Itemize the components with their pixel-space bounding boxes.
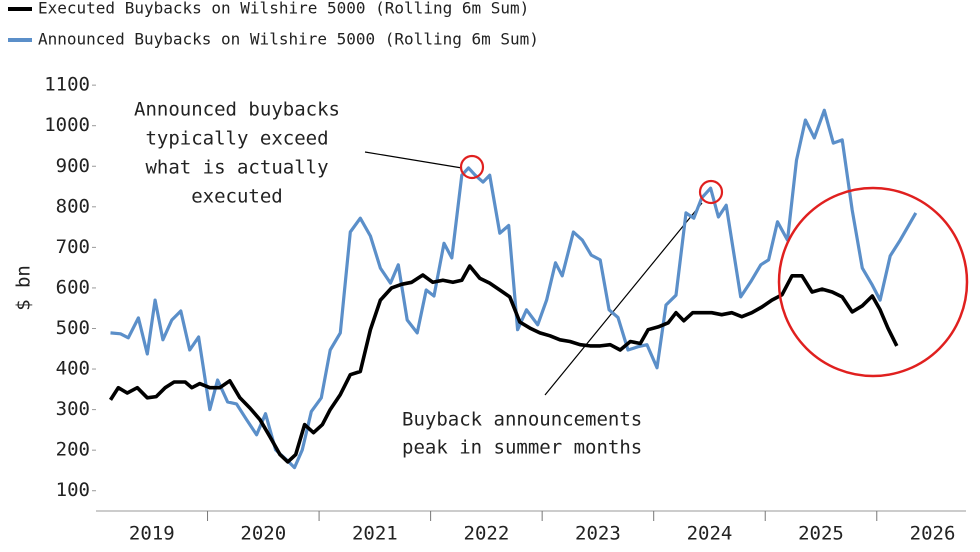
highlight-circle xyxy=(698,179,724,205)
highlight-circle xyxy=(459,154,485,180)
y-tick-label: 700 xyxy=(56,236,90,258)
y-tick-label: 200 xyxy=(56,439,90,461)
annotation: Announced buybacks xyxy=(134,99,340,121)
y-tick-label: 900 xyxy=(56,155,90,177)
x-tick-label: 2025 xyxy=(798,523,844,545)
y-tick-label: 300 xyxy=(56,398,90,420)
y-tick-label: 1000 xyxy=(44,114,90,136)
y-tick-label: 600 xyxy=(56,276,90,298)
x-tick-label: 2021 xyxy=(352,523,398,545)
y-axis-label: $ bn xyxy=(13,265,35,311)
y-tick-label: 800 xyxy=(56,195,90,217)
x-tick-label: 2020 xyxy=(240,523,286,545)
legend-label: Executed Buybacks on Wilshire 5000 (Roll… xyxy=(38,0,529,18)
x-tick-label: 2024 xyxy=(687,523,733,545)
y-tick-label: 100 xyxy=(56,479,90,501)
annotation: Buyback announcements xyxy=(402,409,642,431)
x-tick-label: 2026 xyxy=(910,523,956,545)
annotation: what is actually xyxy=(145,157,328,179)
highlight-circle xyxy=(777,186,969,378)
y-tick-label: 1100 xyxy=(44,74,90,96)
leader-line xyxy=(544,202,703,396)
annotation: peak in summer months xyxy=(402,437,642,459)
annotation: typically exceed xyxy=(145,128,328,150)
y-tick-label: 400 xyxy=(56,358,90,380)
series-line xyxy=(108,264,899,464)
y-tick-label: 500 xyxy=(56,317,90,339)
leader-line xyxy=(364,151,463,169)
x-tick-label: 2019 xyxy=(129,523,175,545)
legend-label: Announced Buybacks on Wilshire 5000 (Rol… xyxy=(38,30,539,49)
series-line xyxy=(110,108,918,470)
x-tick-label: 2023 xyxy=(575,523,621,545)
x-tick-label: 2022 xyxy=(464,523,510,545)
annotation: executed xyxy=(191,186,283,208)
